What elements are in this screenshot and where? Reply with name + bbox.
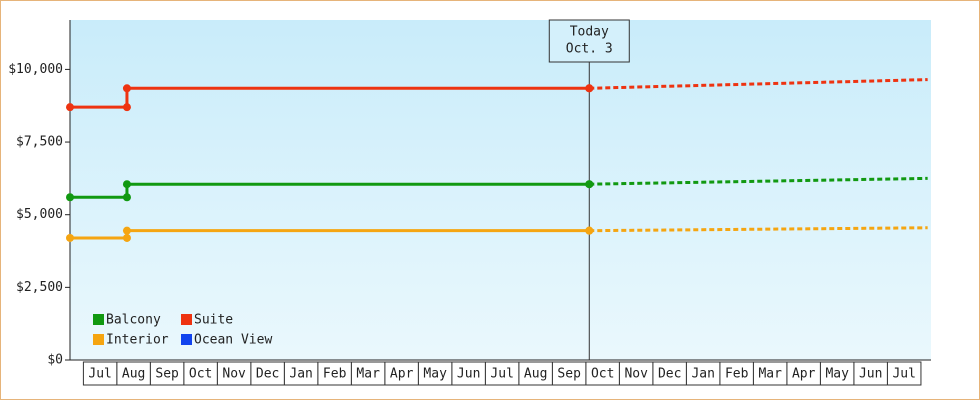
y-tick-label: $7,500 [16, 135, 63, 150]
x-tick-label: Jun [457, 367, 480, 382]
x-tick-label: Sep [155, 367, 179, 382]
x-tick-label: Jul [892, 367, 915, 382]
point-marker [66, 233, 74, 242]
series-line [70, 86, 590, 109]
x-tick-label: Aug [122, 367, 145, 382]
x-tick-label: Nov [222, 367, 246, 382]
x-tick-label: Feb [323, 367, 347, 382]
x-tick-label: Jul [88, 367, 111, 382]
series-line [70, 182, 590, 199]
month-cell [886, 361, 922, 386]
legend-label: Ocean View [194, 333, 272, 348]
forecast-line [589, 226, 928, 233]
legend-swatch [93, 314, 104, 325]
x-tick-label: Apr [390, 367, 414, 382]
x-tick-label: Jan [289, 367, 312, 382]
legend-swatch [181, 314, 192, 325]
today-box [548, 19, 630, 63]
x-tick-label: Aug [524, 367, 547, 382]
today-label: Oct. 3 [566, 42, 613, 57]
x-tick-label: Sep [557, 367, 581, 382]
x-tick-label: Mar [758, 367, 782, 382]
point-marker [66, 103, 74, 112]
forecast-line [589, 176, 928, 186]
x-tick-label: Feb [725, 367, 749, 382]
y-tick-label: $5,000 [16, 207, 63, 222]
point-marker [122, 84, 131, 93]
x-tick-label: Nov [624, 367, 648, 382]
legend-swatch [93, 334, 104, 345]
y-tick-label: $0 [47, 353, 63, 368]
today-label: Today [570, 25, 609, 40]
corner-marker [122, 233, 131, 242]
x-tick-label: Jan [691, 367, 714, 382]
x-tick-label: May [825, 367, 849, 382]
plot-area [70, 20, 931, 360]
y-tick-label: $2,500 [16, 280, 63, 295]
x-tick-label: Jun [859, 367, 882, 382]
legend-label: Interior [106, 333, 169, 348]
x-tick-label: May [423, 367, 447, 382]
x-tick-label: Mar [356, 367, 380, 382]
x-tick-label: Jul [490, 367, 513, 382]
x-tick-label: Apr [792, 367, 816, 382]
x-tick-label: Oct [189, 367, 212, 382]
corner-marker [122, 193, 131, 202]
corner-marker [122, 103, 131, 112]
forecast-line [589, 78, 928, 90]
point-marker [122, 180, 131, 189]
point-marker [122, 226, 131, 235]
x-tick-label: Dec [658, 367, 681, 382]
legend-swatch [181, 334, 192, 345]
x-tick-label: Oct [591, 367, 614, 382]
x-tick-label: Dec [256, 367, 279, 382]
y-tick-label: $10,000 [8, 62, 63, 77]
legend-label: Balcony [106, 313, 161, 328]
point-marker [66, 193, 74, 202]
legend-label: Suite [194, 313, 233, 328]
